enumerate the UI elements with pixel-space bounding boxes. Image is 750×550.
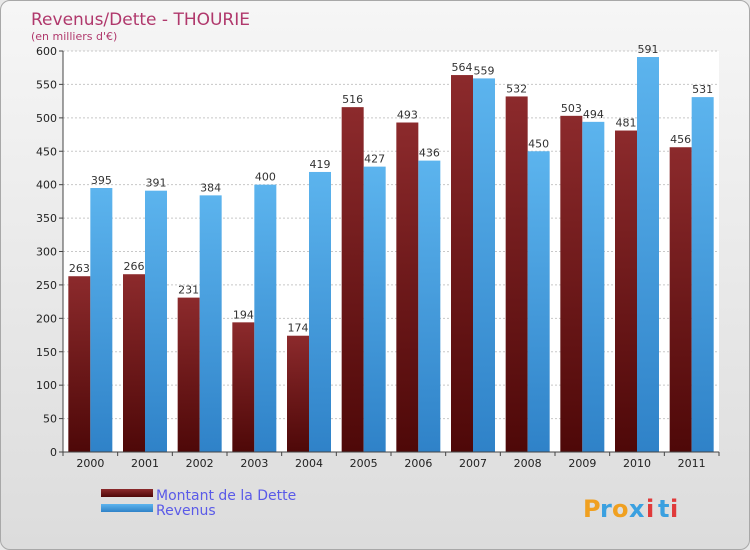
data-label-debt: 532 bbox=[506, 82, 527, 95]
bar-debt bbox=[451, 75, 473, 452]
logo-letter: r bbox=[600, 495, 612, 523]
data-label-revenus: 427 bbox=[364, 153, 385, 166]
bar-debt bbox=[505, 96, 528, 453]
bar-revenus bbox=[418, 160, 441, 452]
x-tick-label: 2005 bbox=[350, 457, 378, 470]
x-tick-label: 2010 bbox=[623, 457, 651, 470]
data-label-debt: 194 bbox=[233, 308, 254, 321]
x-tick-label: 2001 bbox=[131, 457, 159, 470]
data-labels: 263 395 266 391 231 384 194 400 174 419 516 427 493 4… bbox=[69, 43, 713, 335]
y-tick-label: 400 bbox=[36, 179, 57, 192]
data-label-debt: 456 bbox=[670, 133, 691, 146]
bar-debt bbox=[341, 107, 364, 452]
data-label-debt: 231 bbox=[178, 284, 199, 297]
data-label-revenus: 450 bbox=[528, 137, 549, 150]
y-tick-label: 0 bbox=[50, 446, 57, 459]
x-tick-label: 2002 bbox=[186, 457, 214, 470]
data-label-debt: 263 bbox=[69, 262, 90, 275]
data-label-debt: 564 bbox=[452, 61, 473, 74]
bar-debt bbox=[287, 335, 309, 452]
bar-revenus bbox=[527, 151, 550, 452]
bar-revenus bbox=[582, 121, 605, 453]
x-tick-label: 2007 bbox=[459, 457, 487, 470]
logo-letter: P bbox=[583, 495, 601, 523]
data-label-revenus: 400 bbox=[255, 171, 276, 184]
y-tick-label: 200 bbox=[36, 312, 57, 325]
bar-debt bbox=[615, 130, 637, 452]
data-label-debt: 516 bbox=[342, 93, 363, 106]
y-tick-label: 500 bbox=[36, 112, 57, 125]
x-tick-label: 2008 bbox=[514, 457, 542, 470]
legend-label-revenus: Revenus bbox=[156, 503, 216, 519]
x-tick-label: 2004 bbox=[295, 457, 323, 470]
logo-letter: x bbox=[629, 495, 645, 523]
legend: Montant de la Dette Revenus bbox=[101, 488, 296, 519]
axes: 0 50 100 150 200 250 300 350 400 450 500 550 600 2000… bbox=[36, 45, 720, 470]
bar-revenus bbox=[363, 166, 386, 452]
data-label-debt: 174 bbox=[288, 322, 309, 335]
data-label-revenus: 494 bbox=[583, 108, 604, 121]
bar-debt bbox=[669, 147, 692, 453]
y-tick-label: 550 bbox=[36, 78, 57, 91]
chart-title: Revenus/Dette - THOURIE bbox=[31, 10, 250, 30]
y-tick-label: 150 bbox=[36, 346, 57, 359]
bar-revenus bbox=[145, 190, 167, 452]
bars bbox=[68, 57, 714, 453]
data-label-revenus: 395 bbox=[91, 174, 112, 187]
bar-debt bbox=[560, 115, 583, 452]
y-tick-label: 100 bbox=[36, 379, 57, 392]
y-tick-label: 350 bbox=[36, 212, 57, 225]
data-label-debt: 266 bbox=[124, 260, 145, 273]
data-label-revenus: 419 bbox=[310, 158, 331, 171]
x-tick-label: 2009 bbox=[568, 457, 596, 470]
bar-debt bbox=[177, 297, 200, 452]
data-label-revenus: 559 bbox=[474, 64, 495, 77]
data-label-debt: 503 bbox=[561, 102, 582, 115]
bar-revenus bbox=[309, 171, 331, 453]
legend-swatch-debt bbox=[101, 489, 153, 497]
bar-revenus bbox=[199, 195, 222, 453]
y-tick-label: 50 bbox=[43, 413, 57, 426]
data-label-revenus: 591 bbox=[638, 43, 659, 56]
data-label-revenus: 391 bbox=[146, 177, 167, 190]
bar-revenus bbox=[90, 188, 113, 452]
chart-subtitle: (en milliers d'€) bbox=[31, 30, 117, 43]
data-label-debt: 493 bbox=[397, 109, 418, 122]
data-label-revenus: 384 bbox=[200, 181, 221, 194]
bar-debt bbox=[68, 276, 91, 452]
x-tick-label: 2000 bbox=[76, 457, 104, 470]
legend-swatch-revenus bbox=[101, 504, 153, 512]
bar-revenus bbox=[637, 57, 659, 452]
data-label-revenus: 531 bbox=[692, 83, 713, 96]
logo-letter: o bbox=[612, 495, 629, 523]
bar-revenus bbox=[691, 97, 714, 453]
logo-letter: i bbox=[646, 495, 654, 523]
y-tick-label: 600 bbox=[36, 45, 57, 58]
x-tick-label: 2003 bbox=[240, 457, 268, 470]
x-tick-label: 2006 bbox=[404, 457, 432, 470]
logo-letter: i bbox=[670, 495, 678, 523]
data-label-revenus: 436 bbox=[419, 147, 440, 160]
bar-debt bbox=[232, 322, 255, 452]
y-tick-label: 300 bbox=[36, 246, 57, 259]
x-tick-label: 2011 bbox=[678, 457, 706, 470]
bar-debt bbox=[396, 122, 419, 453]
legend-label-debt: Montant de la Dette bbox=[156, 488, 296, 504]
bar-revenus bbox=[254, 184, 277, 452]
grid bbox=[63, 50, 719, 453]
logo-letter: t bbox=[658, 495, 669, 523]
bar-revenus bbox=[473, 78, 495, 452]
y-tick-label: 250 bbox=[36, 279, 57, 292]
y-tick-label: 450 bbox=[36, 145, 57, 158]
bar-debt bbox=[123, 274, 145, 452]
data-label-debt: 481 bbox=[616, 117, 637, 130]
